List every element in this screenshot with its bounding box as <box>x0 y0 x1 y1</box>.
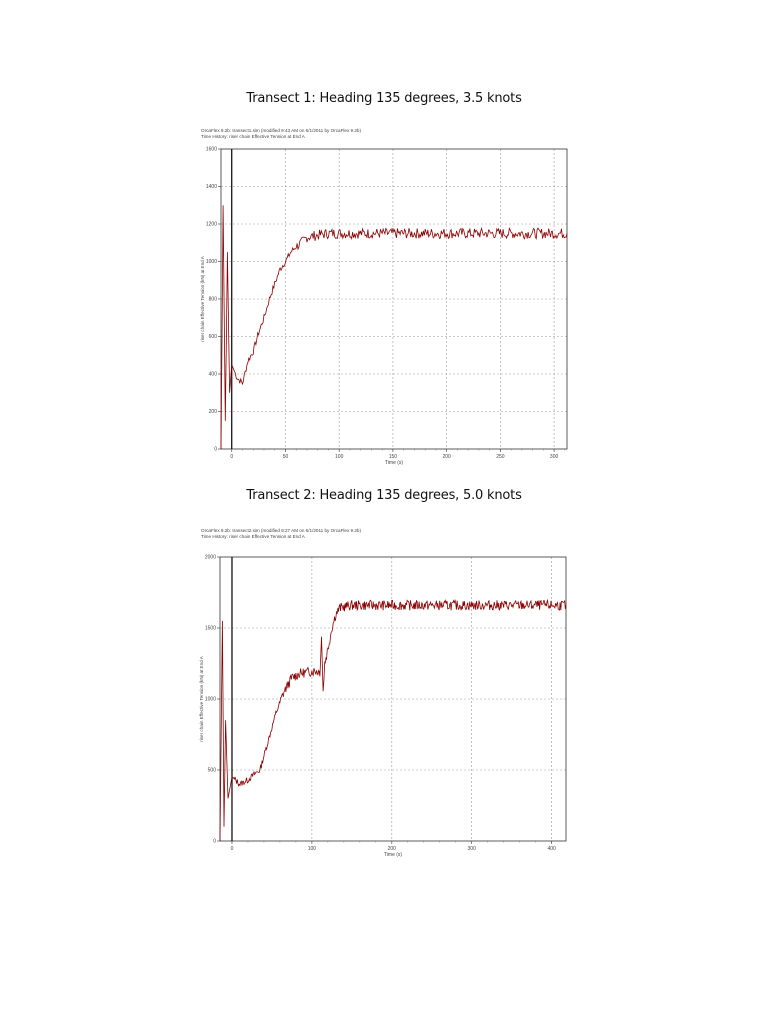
x-axis-label: Time (s) <box>385 460 403 466</box>
chart-1-title: Transect 1: Heading 135 degrees, 3.5 kno… <box>246 91 522 106</box>
x-tick-label: 100 <box>335 454 344 460</box>
chart-1-header-line2: Time History: riser chain Effective Tens… <box>201 134 305 139</box>
chart-2: OrcaFlex 9.2b: transect2.sim (modified 9… <box>195 528 580 868</box>
y-tick-label: 1400 <box>206 184 217 190</box>
tension-series-line <box>219 598 567 842</box>
y-axis-label: riser chain Effective Tension (kN) at En… <box>199 655 204 742</box>
y-tick-label: 600 <box>209 334 218 340</box>
y-tick-label: 1000 <box>206 259 217 265</box>
x-tick-label: 0 <box>231 846 234 852</box>
x-tick-label: 50 <box>283 454 289 460</box>
y-tick-label: 0 <box>213 839 216 845</box>
y-tick-label: 500 <box>208 768 217 774</box>
x-tick-label: 300 <box>468 846 477 852</box>
y-tick-label: 2000 <box>205 555 216 561</box>
chart-2-header-line1: OrcaFlex 9.2b: transect2.sim (modified 9… <box>201 528 362 533</box>
x-tick-label: 100 <box>308 846 317 852</box>
x-tick-label: 300 <box>550 454 559 460</box>
y-tick-label: 200 <box>209 409 218 415</box>
x-tick-label: 200 <box>388 846 397 852</box>
y-tick-label: 1000 <box>205 697 216 703</box>
x-tick-label: 250 <box>496 454 505 460</box>
y-tick-label: 1500 <box>205 626 216 632</box>
chart-2-title: Transect 2: Heading 135 degrees, 5.0 kno… <box>246 488 522 503</box>
y-tick-label: 0 <box>214 447 217 453</box>
x-tick-label: 200 <box>442 454 451 460</box>
chart-1-plot: 0 50 100 150 200 250 300 0 200 400 600 800 1000 1200 1… <box>200 147 568 466</box>
y-axis-label: riser chain Effective Tension (kN) at En… <box>200 255 205 342</box>
chart-1-header-line1: OrcaFlex 9.2b: transect1.sim (modified 9… <box>201 128 362 133</box>
tension-series-line <box>220 205 568 450</box>
chart-2-header-line2: Time History: riser chain Effective Tens… <box>201 534 305 539</box>
x-axis-label: Time (s) <box>384 852 402 858</box>
y-tick-label: 800 <box>209 297 218 303</box>
chart-2-plot: 0 100 200 300 400 0 500 1000 1500 2000 Time (s) ris… <box>199 555 567 858</box>
y-tick-label: 1600 <box>206 147 217 153</box>
x-tick-label: 400 <box>547 846 556 852</box>
chart-1: OrcaFlex 9.2b: transect1.sim (modified 9… <box>195 128 580 468</box>
x-tick-label: 0 <box>230 454 233 460</box>
x-tick-label: 150 <box>389 454 398 460</box>
y-tick-label: 1200 <box>206 222 217 228</box>
y-tick-label: 400 <box>209 372 218 378</box>
